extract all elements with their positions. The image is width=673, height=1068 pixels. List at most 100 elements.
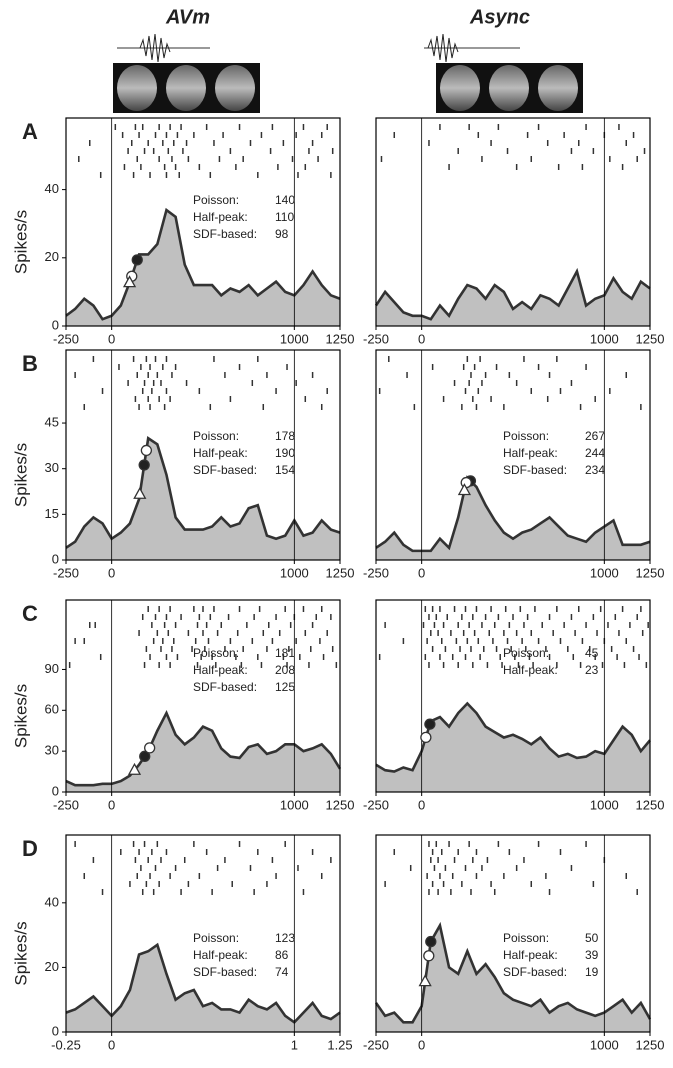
latency-marker [460, 476, 472, 489]
latency-value: 208 [275, 663, 295, 677]
latency-value: 125 [275, 680, 295, 694]
latency-value: 123 [275, 931, 295, 945]
x-tick-label: -0.25 [51, 1037, 81, 1052]
x-tick-label: 1250 [636, 797, 665, 812]
panel-frame [65, 349, 341, 561]
x-tick-label: 1.25 [327, 1037, 352, 1052]
x-tick-label: 1250 [326, 331, 355, 346]
sdf-area [66, 944, 340, 1032]
panel-frame [375, 834, 651, 1033]
latency-value: 244 [585, 446, 605, 460]
latency-value: 154 [275, 463, 295, 477]
latency-label: SDF-based: [193, 680, 257, 694]
y-tick-label: 40 [45, 181, 59, 196]
latency-marker [131, 254, 143, 266]
x-tick-label: 0 [108, 565, 115, 580]
y-tick-label: 30 [45, 460, 59, 475]
latency-marker [424, 718, 436, 730]
y-axis-label: Spikes/s [11, 210, 30, 274]
x-tick-label: 0 [418, 565, 425, 580]
latency-label: Poisson: [503, 429, 549, 443]
x-tick-label: 0 [418, 1037, 425, 1052]
x-tick-label: -250 [363, 1037, 389, 1052]
y-tick-label: 15 [45, 506, 59, 521]
latency-label: Half-peak: [193, 948, 248, 962]
sdf-area [66, 438, 340, 560]
latency-value: 23 [585, 663, 599, 677]
latency-value: 178 [275, 429, 295, 443]
latency-value: 140 [275, 193, 295, 207]
x-tick-label: 1250 [636, 565, 665, 580]
latency-label: SDF-based: [503, 463, 567, 477]
latency-label: Half-peak: [503, 663, 558, 677]
latency-label: Half-peak: [193, 210, 248, 224]
panel-letter: D [22, 836, 38, 861]
y-tick-label: 20 [45, 959, 59, 974]
latency-marker [133, 486, 147, 499]
x-tick-label: -250 [363, 565, 389, 580]
latency-marker [420, 731, 432, 744]
latency-marker [423, 950, 435, 962]
panel-frame [65, 599, 341, 793]
latency-value: 50 [585, 931, 599, 945]
x-tick-label: 1000 [280, 797, 309, 812]
latency-value: 45 [585, 646, 599, 660]
latency-value: 181 [275, 646, 295, 660]
y-tick-label: 0 [52, 551, 59, 566]
y-tick-label: 45 [45, 414, 59, 429]
latency-label: Poisson: [503, 931, 549, 945]
y-axis-label: Spikes/s [11, 443, 30, 507]
latency-marker [418, 974, 432, 987]
x-tick-label: 1250 [636, 331, 665, 346]
latency-label: Poisson: [193, 646, 239, 660]
latency-label: Half-peak: [193, 663, 248, 677]
latency-value: 19 [585, 965, 599, 979]
y-tick-label: 0 [52, 317, 59, 332]
x-tick-label: 1 [291, 1037, 298, 1052]
latency-label: Poisson: [503, 646, 549, 660]
panel-frame [65, 834, 341, 1033]
panel-letter: C [22, 601, 38, 626]
x-tick-label: 1000 [280, 331, 309, 346]
y-axis-label: Spikes/s [11, 921, 30, 985]
latency-label: Poisson: [193, 193, 239, 207]
latency-marker [138, 459, 150, 471]
x-tick-label: -250 [53, 797, 79, 812]
column-header: Async [469, 6, 530, 28]
panel-frame [375, 349, 651, 561]
latency-value: 267 [585, 429, 605, 443]
panel-frame [375, 117, 651, 327]
x-tick-label: -250 [53, 565, 79, 580]
latency-value: 110 [275, 210, 294, 224]
latency-marker [122, 275, 137, 288]
latency-label: Half-peak: [503, 446, 558, 460]
sdf-area [66, 713, 340, 792]
latency-marker [425, 935, 437, 948]
y-tick-label: 40 [45, 894, 59, 909]
stimulus-icon [113, 33, 260, 113]
latency-label: SDF-based: [193, 965, 257, 979]
sdf-area [376, 703, 650, 792]
panel-letter: A [22, 119, 38, 144]
latency-marker [139, 750, 151, 762]
panel-frame [375, 599, 651, 793]
latency-marker [127, 762, 142, 775]
latency-label: Half-peak: [503, 948, 558, 962]
sdf-area [376, 271, 650, 326]
column-header: AVm [165, 6, 210, 28]
x-tick-label: 1000 [590, 1037, 619, 1052]
x-tick-label: 0 [418, 331, 425, 346]
x-tick-label: -250 [53, 331, 79, 346]
y-tick-label: 60 [45, 702, 59, 717]
panel-letter: B [22, 351, 38, 376]
latency-value: 39 [585, 948, 599, 962]
latency-value: 190 [275, 446, 295, 460]
y-tick-label: 90 [45, 661, 59, 676]
y-tick-label: 0 [52, 1023, 59, 1038]
latency-label: Half-peak: [193, 446, 248, 460]
latency-marker [144, 742, 156, 754]
y-axis-label: Spikes/s [11, 684, 30, 748]
latency-value: 86 [275, 948, 289, 962]
latency-marker [457, 483, 472, 496]
